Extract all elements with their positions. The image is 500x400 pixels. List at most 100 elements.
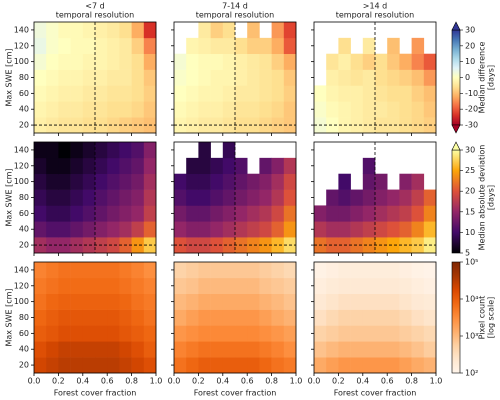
heatmap-cell (399, 189, 412, 206)
heatmap-cell (210, 341, 224, 358)
heatmap-cell (387, 277, 400, 295)
heatmap-cell (247, 357, 260, 374)
colorbar (451, 29, 461, 126)
heatmap-cell (222, 262, 236, 279)
heatmap-cell (283, 173, 297, 190)
heatmap-cell (174, 53, 187, 70)
y-tick-label: 120 (14, 281, 29, 290)
heatmap-cell (259, 293, 272, 310)
heatmap-cell (271, 157, 285, 175)
heatmap-cell (143, 85, 157, 102)
heatmap-cell (247, 37, 260, 55)
heatmap-panel (34, 22, 157, 134)
heatmap-cell (387, 189, 400, 206)
heatmap-cell (375, 53, 388, 70)
heatmap-cell (131, 189, 145, 206)
heatmap-cell (210, 69, 224, 86)
heatmap-cell (235, 357, 248, 374)
x-tick-label: 1.0 (150, 377, 163, 386)
heatmap-cell (387, 69, 400, 86)
y-tick-label: 60 (19, 209, 29, 218)
x-tick-label: 0.0 (308, 377, 321, 386)
heatmap-cell (46, 221, 59, 238)
heatmap-cell (119, 37, 132, 55)
colorbar-tick-label: 25 (465, 166, 475, 175)
heatmap-cell (411, 189, 425, 206)
heatmap-cell (247, 205, 260, 222)
heatmap-cell (283, 101, 297, 118)
heatmap-cell (375, 293, 388, 310)
colorbar-tick-label: 20 (465, 41, 475, 50)
heatmap-cell (283, 69, 297, 86)
heatmap-cell (131, 37, 145, 55)
heatmap-cell (375, 205, 388, 222)
x-tick-label: 0.4 (216, 377, 229, 386)
heatmap-cell (34, 277, 47, 295)
heatmap-cell (46, 53, 59, 70)
heatmap-cell (314, 341, 327, 358)
heatmap-cell (174, 325, 187, 342)
heatmap-cell (143, 157, 157, 175)
heatmap-cell (186, 53, 199, 70)
heatmap-cell (247, 69, 260, 86)
heatmap-cell (399, 293, 412, 310)
heatmap-cell (174, 293, 187, 310)
heatmap-cell (222, 142, 236, 159)
heatmap-cell (186, 85, 199, 102)
heatmap-cell (210, 221, 224, 238)
heatmap-cell (143, 173, 157, 190)
heatmap-cell (107, 37, 120, 55)
heatmap-cell (107, 237, 120, 254)
heatmap-cell (235, 341, 248, 358)
heatmap-cell (399, 101, 412, 118)
heatmap-cell (174, 101, 187, 118)
heatmap-cell (46, 205, 59, 222)
heatmap-cell (70, 142, 84, 159)
heatmap-cell (34, 221, 47, 238)
heatmap-cell (107, 221, 120, 238)
heatmap-cell (58, 293, 71, 310)
heatmap-cell (131, 277, 145, 295)
x-tick-label: 0.2 (192, 377, 205, 386)
heatmap-cell (198, 262, 211, 279)
heatmap-cell (131, 85, 145, 102)
heatmap-cell (387, 37, 400, 55)
heatmap-cell (58, 309, 71, 326)
heatmap-cell (131, 221, 145, 238)
y-tick-label: 100 (14, 297, 29, 306)
heatmap-cell (95, 277, 108, 295)
heatmap-cell (338, 101, 351, 118)
heatmap-cell (411, 101, 425, 118)
x-axis-label: Forest cover fraction (194, 389, 277, 398)
heatmap-cell (58, 53, 71, 70)
y-tick-label: 100 (14, 57, 29, 66)
heatmap-cell (34, 142, 47, 159)
heatmap-cell (247, 53, 260, 70)
heatmap-cell (350, 69, 364, 86)
heatmap-cell (34, 101, 47, 118)
heatmap-cell (58, 22, 71, 39)
heatmap-cell (46, 341, 59, 358)
heatmap-cell (131, 341, 145, 358)
heatmap-cell (34, 293, 47, 310)
heatmap-cell (58, 262, 71, 279)
heatmap-cell (259, 53, 272, 70)
heatmap-cell (58, 325, 71, 342)
heatmap-cell (338, 221, 351, 238)
heatmap-cell (423, 101, 437, 118)
heatmap-cell (198, 37, 211, 55)
heatmap-cell (259, 37, 272, 55)
heatmap-cell (107, 69, 120, 86)
heatmap-cell (326, 101, 339, 118)
heatmap-cell (362, 357, 376, 374)
heatmap-cell (119, 69, 132, 86)
heatmap-cell (375, 325, 388, 342)
heatmap-cell (350, 53, 364, 70)
colorbar-extend (451, 124, 461, 134)
heatmap-cell (338, 85, 351, 102)
heatmap-cell (210, 85, 224, 102)
heatmap-cell (70, 53, 84, 70)
heatmap-cell (387, 262, 400, 279)
heatmap-cell (283, 157, 297, 175)
